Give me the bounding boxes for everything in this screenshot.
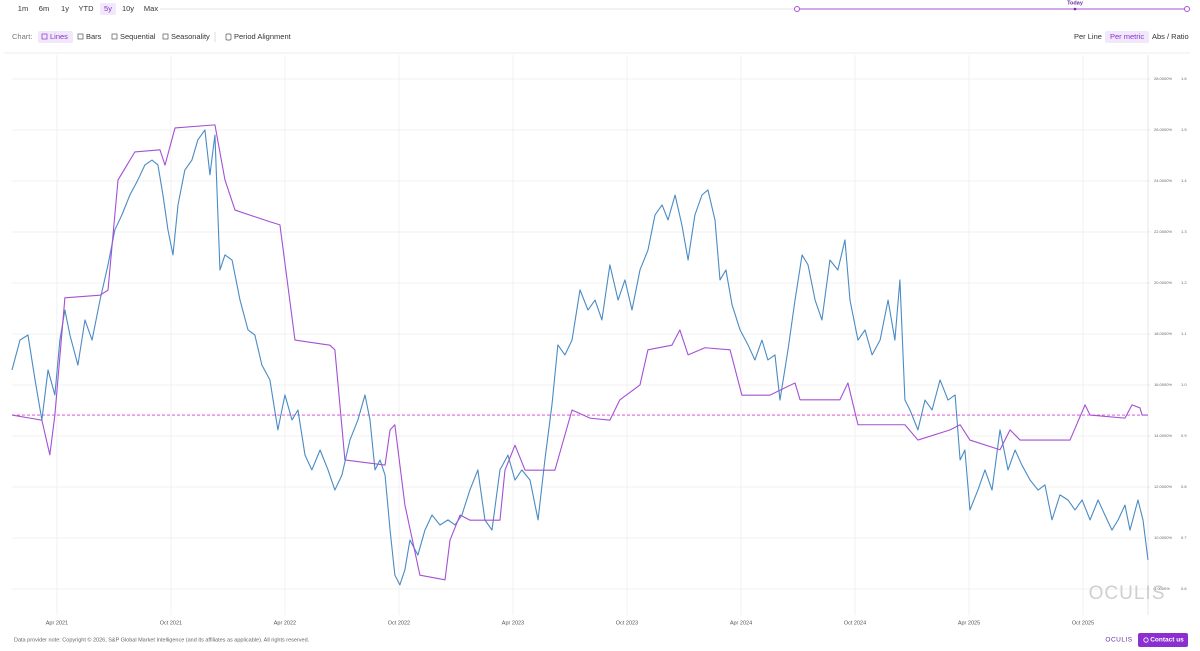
y-tick-label: 24.0000%: [1154, 178, 1172, 183]
chart: Apr 2021 Oct 2021 Apr 2022 Oct 2022 Apr 2023…: [4, 52, 1190, 626]
watermark: OCULIS: [1089, 583, 1166, 604]
y-tick-label: 10.0000%: [1154, 535, 1172, 540]
slider-handle[interactable]: [1184, 6, 1190, 12]
chart-mode-button[interactable]: Bars: [86, 32, 102, 41]
contact-button[interactable]: [1138, 633, 1188, 647]
range-button[interactable]: YTD: [79, 4, 95, 13]
x-tick-label: Apr 2025: [958, 620, 980, 626]
chart-mode-icon: [41, 33, 48, 40]
y-tick-label: 8.0000%: [1154, 586, 1170, 591]
y2-tick-label: 0.7: [1181, 535, 1187, 540]
y-tick-label: 12.0000%: [1154, 484, 1172, 489]
chart-mode-icon: [162, 33, 169, 40]
y2-tick-label: 1.6: [1181, 76, 1187, 81]
scale-buttons: Per Line Per metric Abs / Ratio: [1074, 31, 1189, 43]
x-tick-label: Oct 2022: [388, 620, 410, 626]
chart-modes: Lines Bars Sequential Seasonality: [38, 31, 210, 43]
range-button[interactable]: 1m: [18, 4, 28, 13]
x-tick-label: Oct 2024: [844, 620, 866, 626]
x-tick-label: Oct 2025: [1072, 620, 1094, 626]
y2-tick-label: 1.2: [1181, 280, 1187, 285]
series-line: [11, 129, 1149, 586]
y2-tick-label: 1.4: [1181, 178, 1187, 183]
chart-label: Chart:: [12, 32, 32, 41]
y2-tick-label: 0.8: [1181, 484, 1187, 489]
y2-tick-label: 1.3: [1181, 229, 1187, 234]
footer-note: Data provider note: Copyright © 2026, S&…: [14, 636, 310, 643]
scale-button[interactable]: Per Line: [1074, 32, 1102, 41]
scale-button[interactable]: Abs / Ratio: [1152, 32, 1189, 41]
y-tick-label: 16.0000%: [1154, 382, 1172, 387]
today-marker: [1073, 7, 1077, 11]
y-tick-label: 20.0000%: [1154, 280, 1172, 285]
x-tick-label: Apr 2022: [274, 620, 296, 626]
y-tick-label: 18.0000%: [1154, 331, 1172, 336]
brand: OCULIS: [1105, 637, 1132, 644]
contact-label[interactable]: Contact us: [1150, 637, 1184, 644]
y-tick-label: 28.0000%: [1154, 76, 1172, 81]
slider-handle[interactable]: [794, 6, 800, 12]
range-button[interactable]: 1y: [61, 4, 69, 13]
chart-mode-icon: [77, 33, 84, 40]
range-active-bg: [100, 3, 116, 15]
y2-tick-label: 1.0: [1181, 382, 1187, 387]
today-label: Today: [1067, 0, 1084, 6]
x-tick-label: Oct 2023: [616, 620, 638, 626]
range-buttons: 1m 6m 1y YTD 5y 10y Max: [18, 3, 158, 15]
range-button[interactable]: 6m: [39, 4, 49, 13]
series-line: [11, 124, 1148, 581]
calendar-icon: [225, 33, 232, 41]
chart-mode-button[interactable]: Seasonality: [171, 32, 210, 41]
chart-mode-button[interactable]: Lines: [50, 32, 68, 41]
y-tick-label: 22.0000%: [1154, 229, 1172, 234]
y2-tick-label: 1.1: [1181, 331, 1187, 336]
y2-tick-label: 0.6: [1181, 586, 1187, 591]
y-tick-label: 14.0000%: [1154, 433, 1172, 438]
y2-tick-label: 1.5: [1181, 127, 1187, 132]
period-alignment-button[interactable]: Period Alignment: [234, 32, 292, 41]
x-tick-label: Apr 2024: [730, 620, 752, 626]
y-tick-label: 26.0000%: [1154, 127, 1172, 132]
y2-tick-label: 0.9: [1181, 433, 1187, 438]
range-button[interactable]: Max: [144, 4, 158, 13]
x-tick-label: Apr 2021: [46, 620, 68, 626]
range-button[interactable]: 10y: [122, 4, 134, 13]
contact-icon: [1143, 637, 1149, 643]
scale-active-bg: [1105, 31, 1150, 43]
scale-button[interactable]: Per metric: [1110, 32, 1144, 41]
chart-mode-button[interactable]: Sequential: [120, 32, 156, 41]
chart-mode-icon: [111, 33, 118, 40]
range-button[interactable]: 5y: [104, 4, 112, 13]
x-tick-label: Oct 2021: [160, 620, 182, 626]
x-tick-label: Apr 2023: [502, 620, 524, 626]
